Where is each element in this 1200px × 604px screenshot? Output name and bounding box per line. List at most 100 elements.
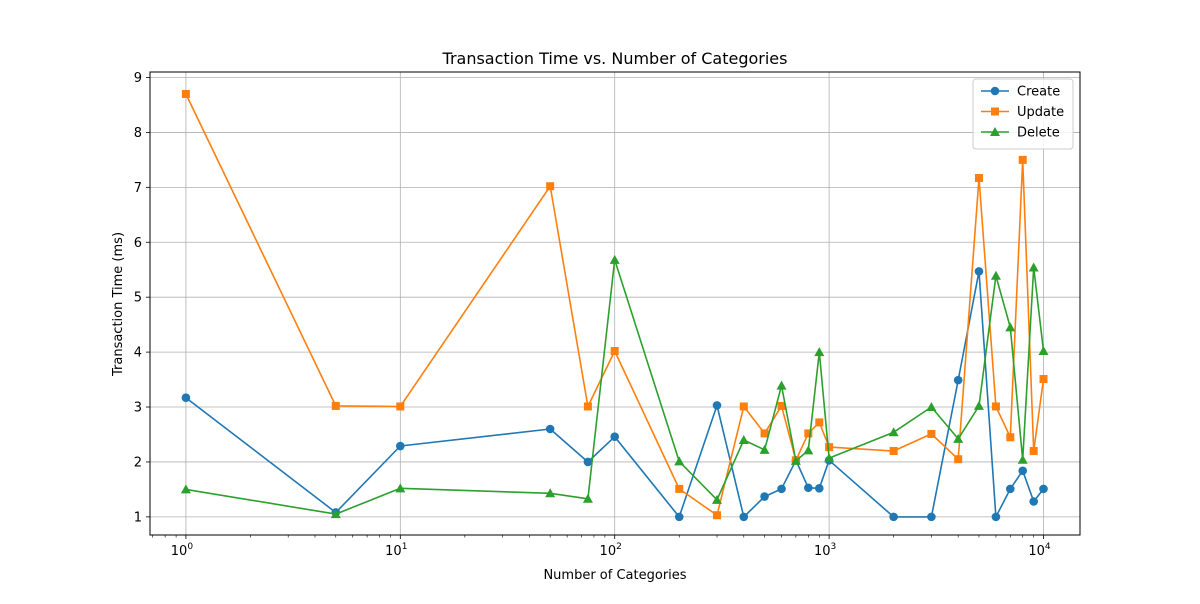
data-point-create — [953, 375, 963, 385]
x-tick-label-exponent: 0 — [187, 542, 193, 552]
data-point-delete — [1005, 322, 1016, 332]
data-point-create — [181, 393, 191, 402]
legend-item-delete: Delete — [981, 126, 1060, 141]
y-tick-label: 4 — [134, 346, 142, 361]
data-point-update — [815, 418, 824, 427]
data-point-delete — [1017, 454, 1028, 464]
legend-marker-update — [991, 107, 999, 116]
grid-lines — [150, 72, 1080, 535]
data-point-delete — [545, 488, 556, 498]
data-point-update — [331, 401, 340, 410]
data-point-update — [1029, 446, 1038, 455]
data-point-update — [583, 402, 592, 411]
chart-title: Transaction Time vs. Number of Categorie… — [442, 49, 788, 68]
data-point-delete — [330, 509, 341, 519]
data-point-create — [1039, 484, 1048, 494]
series-delete — [180, 254, 1049, 519]
data-point-delete — [582, 493, 593, 503]
data-point-update — [181, 89, 190, 98]
data-point-update — [889, 446, 898, 455]
data-point-update — [1018, 155, 1027, 164]
legend-label-update: Update — [1017, 105, 1064, 120]
data-point-create — [991, 512, 1001, 522]
data-point-delete — [674, 456, 685, 466]
data-point-delete — [973, 400, 984, 410]
legend: Create Update Delete — [972, 78, 1074, 150]
data-point-create — [974, 267, 984, 276]
data-point-delete — [814, 347, 825, 357]
y-tick-label: 1 — [134, 510, 142, 525]
data-point-update — [712, 511, 721, 520]
data-point-update — [804, 429, 813, 438]
data-point-delete — [776, 380, 787, 390]
data-point-update — [777, 401, 786, 410]
data-point-update — [927, 429, 936, 438]
data-point-update — [1006, 433, 1015, 442]
data-point-update — [954, 455, 963, 464]
legend-label-delete: Delete — [1017, 126, 1060, 141]
series-create — [181, 267, 1048, 522]
data-point-delete — [953, 433, 964, 443]
x-axis-label: Number of Categories — [543, 568, 686, 583]
data-point-delete — [395, 483, 406, 493]
data-point-update — [760, 429, 769, 438]
y-tick-label: 8 — [134, 126, 142, 141]
x-tick-label-exponent: 2 — [616, 542, 622, 552]
minor-ticks — [152, 535, 1034, 538]
x-tick-label-base: 10 — [600, 544, 617, 559]
data-point-delete — [926, 402, 937, 412]
data-point-delete — [990, 270, 1001, 280]
data-point-create — [1005, 484, 1015, 494]
data-point-create — [739, 512, 749, 522]
y-tick-label: 7 — [134, 181, 142, 196]
data-point-create — [760, 492, 769, 501]
x-tick-label: 100 — [171, 542, 194, 559]
data-point-delete — [790, 455, 801, 465]
data-point-delete — [1028, 262, 1039, 272]
data-point-update — [546, 182, 555, 191]
data-point-create — [927, 512, 936, 522]
x-tick-label-exponent: 3 — [831, 542, 837, 552]
data-point-create — [396, 441, 405, 451]
x-tick-label-base: 10 — [385, 544, 402, 559]
x-tick-label: 104 — [1028, 542, 1051, 559]
y-tick-label: 2 — [134, 455, 142, 470]
data-point-update — [974, 174, 983, 183]
x-tick-label: 101 — [385, 542, 407, 559]
x-tick-label-base: 10 — [171, 544, 188, 559]
y-tick-label: 3 — [134, 401, 142, 416]
data-point-update — [1039, 375, 1048, 384]
x-tick-label: 102 — [600, 542, 622, 559]
legend-item-create: Create — [981, 85, 1060, 100]
data-point-create — [545, 424, 555, 434]
data-point-delete — [759, 444, 770, 454]
x-tick-label: 103 — [814, 542, 836, 559]
data-point-delete — [609, 254, 620, 264]
data-point-delete — [738, 434, 749, 444]
data-point-delete — [824, 453, 835, 463]
data-point-delete — [1038, 346, 1049, 356]
data-point-create — [777, 484, 786, 494]
y-tick-label: 6 — [134, 236, 142, 251]
data-point-create — [814, 484, 824, 493]
data-point-update — [825, 443, 834, 452]
legend-marker-delete — [990, 127, 1000, 136]
data-point-update — [675, 484, 684, 493]
x-tick-label-base: 10 — [814, 544, 831, 559]
data-point-create — [804, 483, 813, 493]
data-point-update — [739, 402, 748, 411]
data-point-create — [712, 401, 722, 410]
data-point-create — [1029, 497, 1038, 506]
x-tick-label-exponent: 4 — [1045, 542, 1051, 552]
y-tick-label: 9 — [134, 71, 142, 86]
data-point-create — [1018, 466, 1028, 476]
x-tick-label-base: 10 — [1028, 544, 1045, 559]
data-point-create — [674, 512, 684, 522]
series-line-update — [185, 93, 1045, 517]
series-layer — [180, 89, 1049, 522]
y-tick-label: 5 — [134, 291, 142, 306]
data-point-update — [610, 347, 619, 356]
